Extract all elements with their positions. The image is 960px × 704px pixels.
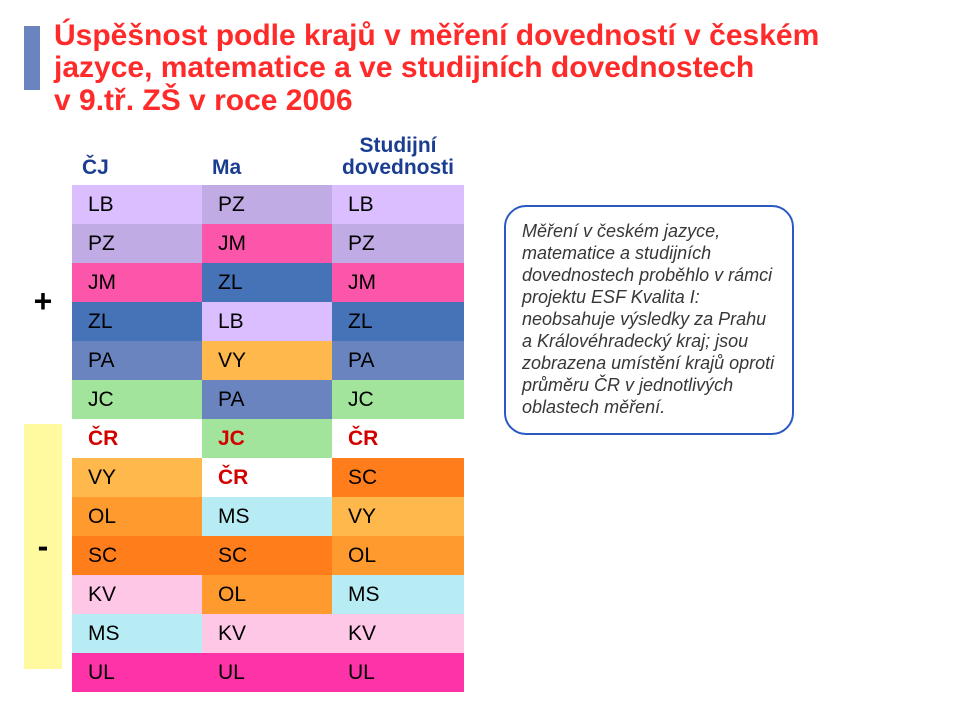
sign-column: + - <box>24 131 62 669</box>
title-accent-bar <box>24 26 40 90</box>
page: Úspěšnost podle krajů v měření dovednost… <box>0 0 960 704</box>
table-row: PZJMPZ <box>72 224 464 263</box>
table-cell: JM <box>332 263 464 302</box>
col-header-ma: Ma <box>202 131 332 185</box>
table-cell: VY <box>332 497 464 536</box>
table-row: ULULUL <box>72 653 464 692</box>
table-cell: LB <box>202 302 332 341</box>
table-header-row: ČJ Ma Studijní dovednosti <box>72 131 464 185</box>
table-cell: PZ <box>332 224 464 263</box>
table-cell: JM <box>202 224 332 263</box>
table-cell: ZL <box>72 302 202 341</box>
table-cell: PZ <box>72 224 202 263</box>
table-row: VYČRSC <box>72 458 464 497</box>
table-cell: SC <box>72 536 202 575</box>
title-line-2: jazyce, matematice a ve studijních doved… <box>54 51 754 84</box>
table-cell: UL <box>332 653 464 692</box>
table-cell: PA <box>202 380 332 419</box>
col-header-sd-l1: Studijní <box>360 134 437 157</box>
col-header-cj: ČJ <box>72 131 202 185</box>
table-cell: SC <box>332 458 464 497</box>
table-cell: MS <box>72 614 202 653</box>
table-row: OLMSVY <box>72 497 464 536</box>
table-cell: PA <box>72 341 202 380</box>
title-line-1: Úspěšnost podle krajů v měření dovednost… <box>54 19 819 52</box>
table-cell: VY <box>72 458 202 497</box>
table-cell: JM <box>72 263 202 302</box>
table-cell: JC <box>202 419 332 458</box>
table-cell: KV <box>202 614 332 653</box>
table-cell: MS <box>332 575 464 614</box>
table-cell: OL <box>72 497 202 536</box>
table-row: MSKVKV <box>72 614 464 653</box>
table-row: JMZLJM <box>72 263 464 302</box>
table-cell: OL <box>332 536 464 575</box>
table-cell: KV <box>72 575 202 614</box>
title-line-3: v 9.tř. ZŠ v roce 2006 <box>54 84 353 117</box>
page-title: Úspěšnost podle krajů v měření dovednost… <box>54 20 819 117</box>
info-callout: Měření v českém jazyce, matematice a stu… <box>504 205 794 435</box>
table-cell: OL <box>202 575 332 614</box>
col-header-sd: Studijní dovednosti <box>332 131 464 185</box>
minus-sign: - <box>24 424 62 669</box>
table-row: PAVYPA <box>72 341 464 380</box>
table-cell: ZL <box>332 302 464 341</box>
table-cell: LB <box>332 185 464 224</box>
ranking-table: ČJ Ma Studijní dovednosti LBPZLBPZJMPZJM… <box>72 131 464 692</box>
content-row: + - ČJ Ma Studijní dovednosti LBPZLBPZJM… <box>24 131 932 692</box>
table-row: JCPAJC <box>72 380 464 419</box>
table-row: ČRJCČR <box>72 419 464 458</box>
table-cell: MS <box>202 497 332 536</box>
table-cell: PA <box>332 341 464 380</box>
sign-spacer <box>24 131 62 179</box>
table-row: LBPZLB <box>72 185 464 224</box>
table-body: LBPZLBPZJMPZJMZLJMZLLBZLPAVYPAJCPAJCČRJC… <box>72 185 464 692</box>
plus-sign: + <box>24 179 62 424</box>
table-row: SCSCOL <box>72 536 464 575</box>
table-row: ZLLBZL <box>72 302 464 341</box>
table-cell: ZL <box>202 263 332 302</box>
table-cell: UL <box>72 653 202 692</box>
title-row: Úspěšnost podle krajů v měření dovednost… <box>24 20 932 117</box>
table-cell: ČR <box>332 419 464 458</box>
table-cell: ČR <box>202 458 332 497</box>
col-header-sd-l2: dovednosti <box>342 156 454 179</box>
table-row: KVOLMS <box>72 575 464 614</box>
table-cell: VY <box>202 341 332 380</box>
table-head: ČJ Ma Studijní dovednosti <box>72 131 464 185</box>
table-cell: KV <box>332 614 464 653</box>
table-cell: JC <box>332 380 464 419</box>
table-cell: ČR <box>72 419 202 458</box>
table-cell: JC <box>72 380 202 419</box>
table-cell: SC <box>202 536 332 575</box>
table-cell: LB <box>72 185 202 224</box>
table-cell: PZ <box>202 185 332 224</box>
table-cell: UL <box>202 653 332 692</box>
